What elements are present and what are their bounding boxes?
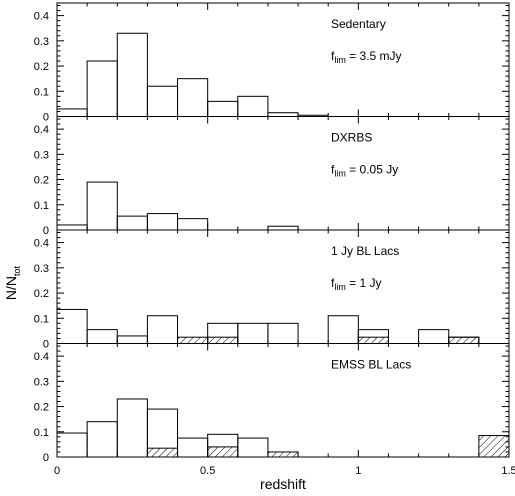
y-tick-label: 0.2	[34, 175, 49, 187]
panel-frame	[56, 116, 510, 231]
y-tick-label: 0.1	[34, 427, 49, 439]
histogram-bar-4	[146, 315, 179, 344]
histogram-bar-6	[267, 225, 299, 231]
y-tick-label: 0.2	[34, 61, 49, 73]
histogram-bar-3	[116, 215, 148, 231]
histogram-bar-3	[116, 398, 148, 458]
y-tick-label: 0.4	[34, 238, 49, 250]
y-tick-label: 0	[43, 339, 49, 351]
panel-frame	[56, 343, 510, 458]
hatched-bar-2	[207, 446, 239, 458]
hatched-bar-2	[207, 336, 239, 345]
panel-4: 0 0.1 0.2 0.3 0.4 EMSS BL Lacs	[34, 343, 510, 464]
histogram-bar-5	[177, 218, 209, 231]
histogram-bar-5	[177, 78, 209, 117]
histogram-bar-5	[177, 437, 209, 458]
y-tick-label: 0.1	[34, 313, 49, 325]
panel-3: 0 0.1 0.2 0.3 0.4 1 Jy BL Lacs flim = 1 Jy	[34, 229, 510, 351]
histogram-bar-1	[56, 108, 88, 118]
histogram-bar-8	[327, 315, 359, 344]
histogram-bar-8	[267, 112, 299, 118]
hatched-bar-4	[478, 435, 510, 458]
x-axis: 0 0.5 1 1.5	[54, 465, 515, 477]
y-tick-label: 0	[43, 112, 49, 124]
panel-label: DXRBS	[331, 131, 372, 145]
y-tick-label: 0.3	[34, 36, 49, 48]
y-tick-label: 0.1	[34, 200, 49, 212]
histogram-bar-1	[56, 432, 88, 458]
histogram-bar-3	[116, 335, 148, 344]
hatched-bar-3	[357, 336, 389, 345]
histogram-bar-6	[237, 322, 269, 345]
y-tick-label: 0	[43, 452, 49, 464]
y-tick-label: 0.1	[34, 86, 49, 98]
x-tick-label: 0.5	[200, 465, 215, 477]
histogram-bar-6	[207, 100, 239, 118]
panel-frame	[56, 229, 510, 344]
y-axis-title-sub: tot	[12, 265, 22, 276]
histogram-bar-2	[86, 329, 118, 344]
hatched-bar-4	[448, 336, 480, 345]
histogram-bar-7	[237, 95, 269, 117]
histogram-bar-7	[237, 437, 269, 458]
hatched-bar-1	[146, 447, 179, 458]
histogram-bar-3	[116, 32, 148, 117]
histogram-bar-2	[86, 60, 118, 117]
histogram-bar-4	[146, 213, 179, 231]
y-tick-label: 0.4	[34, 11, 49, 23]
panel-label: Sedentary	[331, 17, 386, 31]
histogram-bar-1	[56, 224, 88, 231]
histogram-bar-1	[56, 308, 88, 345]
x-tick-label: 0	[54, 465, 60, 477]
panel-label: EMSS BL Lacs	[331, 358, 411, 372]
y-tick-label: 0.2	[34, 402, 49, 414]
y-tick-label: 0.3	[34, 149, 49, 161]
y-tick-label: 0.3	[34, 263, 49, 275]
x-axis-title: redshift	[260, 476, 306, 492]
y-tick-label: 0.4	[34, 124, 49, 136]
histogram-panels: 0 0.1 0.2 0.3 0.4 Sedentary flim = 3.5 mJy 0 0.1…	[34, 2, 510, 464]
hatched-bar-3	[267, 451, 299, 458]
flux-limit-label: flim = 3.5 mJy	[331, 49, 402, 65]
flux-limit-label: flim = 1 Jy	[331, 276, 382, 292]
y-tick-label: 0.4	[34, 351, 49, 363]
x-tick-label: 1.5	[501, 465, 515, 477]
panel-2: 0 0.1 0.2 0.3 0.4 DXRBS flim = 0.05 Jy	[34, 116, 510, 237]
y-tick-label: 0	[43, 225, 49, 237]
y-axis-title: N/Ntot	[3, 265, 22, 300]
y-tick-label: 0.2	[34, 288, 49, 300]
panel-label: 1 Jy BL Lacs	[331, 244, 399, 258]
histogram-bar-2	[86, 421, 118, 458]
y-tick-label: 0.3	[34, 376, 49, 388]
y-axis-title-main: N/N	[3, 276, 19, 300]
panel-1: 0 0.1 0.2 0.3 0.4 Sedentary flim = 3.5 mJy	[34, 2, 510, 124]
panel-frame	[56, 2, 510, 117]
histogram-bar-10	[418, 329, 450, 344]
x-tick-label: 1	[355, 465, 361, 477]
hatched-bar-1	[177, 336, 209, 345]
histogram-bar-4	[146, 85, 179, 117]
flux-limit-label: flim = 0.05 Jy	[331, 163, 398, 179]
histogram-bar-2	[86, 181, 118, 231]
histogram-bar-7	[267, 322, 299, 345]
